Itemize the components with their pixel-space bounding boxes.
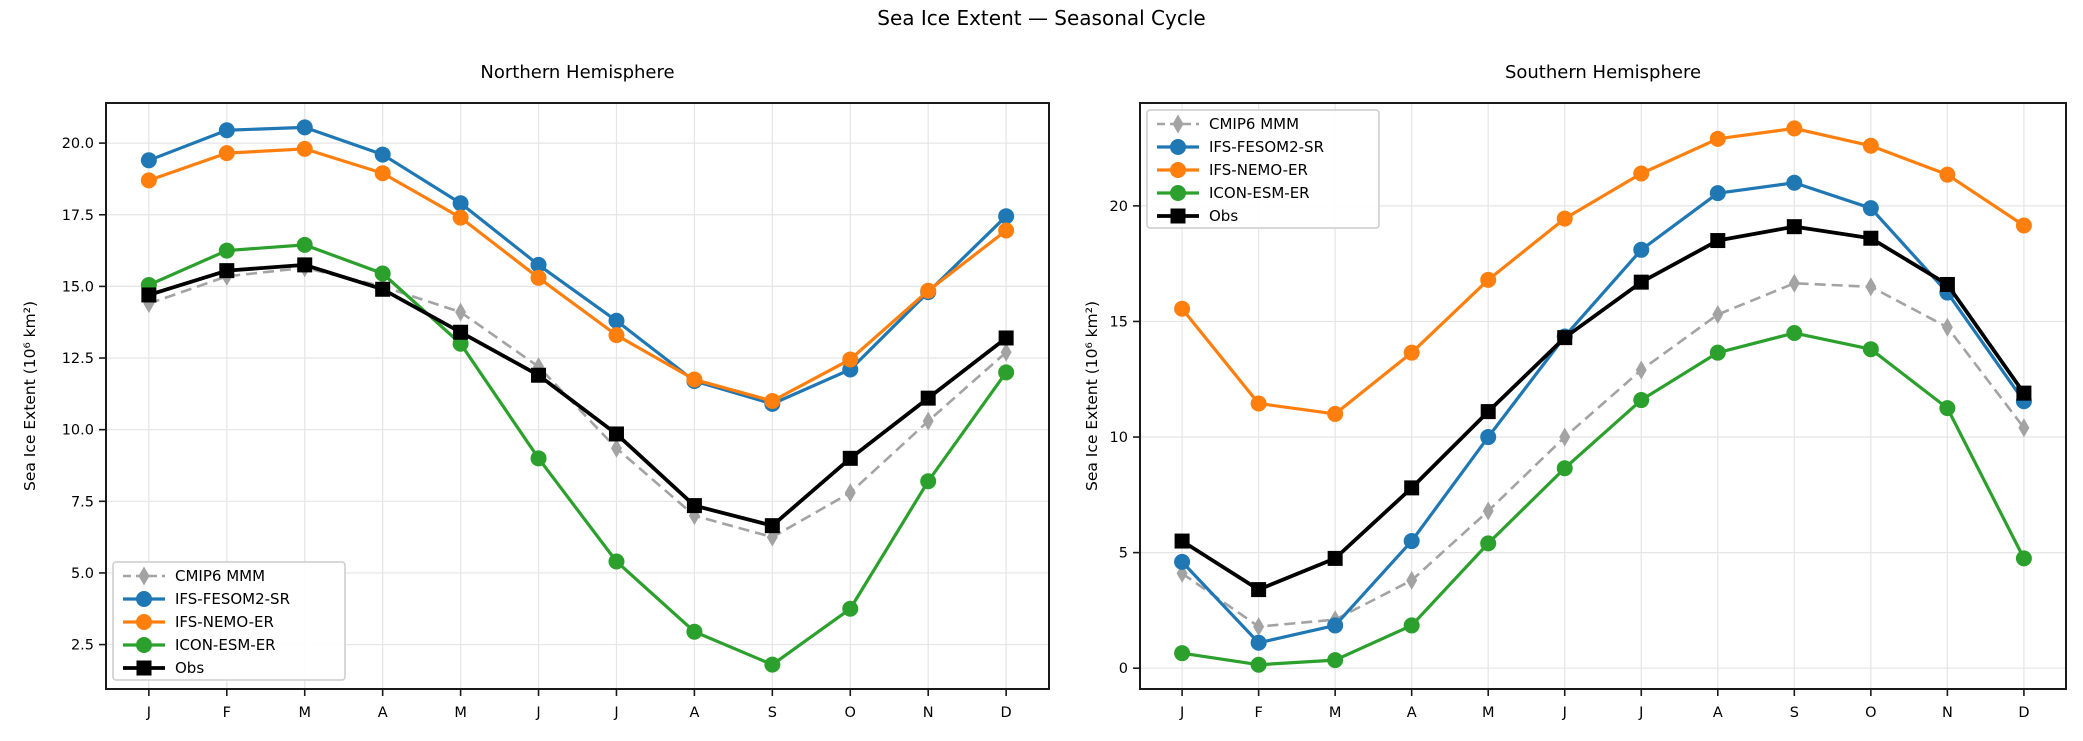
svg-text:IFS-NEMO-ER: IFS-NEMO-ER xyxy=(1209,161,1308,179)
northern-hemisphere-series-obs xyxy=(141,257,1014,534)
svg-text:J: J xyxy=(613,705,618,721)
svg-text:20: 20 xyxy=(1110,199,1128,215)
svg-text:Obs: Obs xyxy=(175,659,204,677)
svg-text:M: M xyxy=(298,705,311,721)
svg-text:CMIP6 MMM: CMIP6 MMM xyxy=(175,567,265,585)
svg-text:12.5: 12.5 xyxy=(62,351,94,367)
svg-text:10.0: 10.0 xyxy=(62,423,94,439)
svg-text:20.0: 20.0 xyxy=(62,136,94,152)
svg-text:A: A xyxy=(378,705,388,721)
svg-text:J: J xyxy=(146,705,151,721)
svg-text:IFS-NEMO-ER: IFS-NEMO-ER xyxy=(175,613,274,631)
northern-hemisphere-series-ifs-nemo-er xyxy=(140,140,1015,410)
svg-text:J: J xyxy=(1179,705,1184,721)
svg-text:17.5: 17.5 xyxy=(62,208,94,224)
svg-text:S: S xyxy=(768,705,777,721)
svg-text:F: F xyxy=(223,705,231,721)
svg-text:S: S xyxy=(1790,705,1799,721)
svg-text:15: 15 xyxy=(1110,314,1128,330)
svg-text:M: M xyxy=(1329,705,1342,721)
northern-hemisphere-legend-entry-ifs-nemo-er: IFS-NEMO-ER xyxy=(123,613,274,631)
svg-text:N: N xyxy=(1942,705,1953,721)
svg-text:5.0: 5.0 xyxy=(71,566,94,582)
svg-text:IFS-FESOM2-SR: IFS-FESOM2-SR xyxy=(175,590,290,608)
svg-text:7.5: 7.5 xyxy=(71,494,94,510)
svg-text:ICON-ESM-ER: ICON-ESM-ER xyxy=(175,636,276,654)
southern-hemisphere-grid xyxy=(1140,103,2066,689)
svg-text:J: J xyxy=(535,705,540,721)
northern-hemisphere-legend: CMIP6 MMM IFS-FESOM2-SR IFS-NEMO-ER ICON-ES… xyxy=(112,561,346,681)
svg-text:M: M xyxy=(454,705,467,721)
svg-text:2.5: 2.5 xyxy=(71,638,94,654)
northern-hemisphere-grid xyxy=(106,103,1049,689)
northern-hemisphere-tick-labels: J F M A M J J A S O N D 2.5 5.0 7.5 10.0 12.5 15.0 17.5 20.… xyxy=(62,136,1012,721)
svg-text:D: D xyxy=(2018,705,2029,721)
northern-hemisphere-legend-entry-obs: Obs xyxy=(123,659,204,677)
southern-hemisphere-legend-entry-ifs-fesom2-sr: IFS-FESOM2-SR xyxy=(1157,138,1324,156)
southern-hemisphere-spines xyxy=(1139,102,2067,690)
southern-hemisphere-series-icon-esm-er xyxy=(1174,325,2032,673)
northern-hemisphere-title: Northern Hemisphere xyxy=(480,62,675,83)
svg-text:O: O xyxy=(845,705,856,721)
northern-hemisphere-legend-entry-ifs-fesom2-sr: IFS-FESOM2-SR xyxy=(123,590,290,608)
southern-hemisphere-ticks xyxy=(1133,205,2025,696)
svg-text:A: A xyxy=(689,705,699,721)
svg-text:0: 0 xyxy=(1119,661,1128,677)
southern-hemisphere-series-ifs-nemo-er xyxy=(1174,120,2032,422)
svg-text:15.0: 15.0 xyxy=(62,279,94,295)
northern-hemisphere-legend-entry-cmip6-mmm: CMIP6 MMM xyxy=(123,566,265,586)
svg-text:IFS-FESOM2-SR: IFS-FESOM2-SR xyxy=(1209,138,1324,156)
southern-hemisphere-legend-entry-ifs-nemo-er: IFS-NEMO-ER xyxy=(1157,161,1308,179)
figure-title: Sea Ice Extent — Seasonal Cycle xyxy=(877,6,1206,30)
southern-hemisphere-legend-entry-icon-esm-er: ICON-ESM-ER xyxy=(1157,184,1310,202)
southern-hemisphere-title: Southern Hemisphere xyxy=(1504,62,1702,83)
svg-text:O: O xyxy=(1865,705,1876,721)
southern-hemisphere-legend-entry-cmip6-mmm: CMIP6 MMM xyxy=(1157,114,1299,134)
svg-text:Obs: Obs xyxy=(1209,207,1238,225)
svg-text:10: 10 xyxy=(1110,430,1128,446)
svg-text:F: F xyxy=(1254,705,1262,721)
svg-text:J: J xyxy=(1638,705,1643,721)
southern-hemisphere-series-cmip6-mmm xyxy=(1176,273,2030,637)
svg-text:5: 5 xyxy=(1119,546,1128,562)
northern-hemisphere-legend-entry-icon-esm-er: ICON-ESM-ER xyxy=(123,636,276,654)
svg-text:CMIP6 MMM: CMIP6 MMM xyxy=(1209,115,1299,133)
svg-text:M: M xyxy=(1482,705,1495,721)
northern-hemisphere-spines xyxy=(105,102,1050,690)
svg-text:A: A xyxy=(1407,705,1417,721)
southern-hemisphere-series-obs xyxy=(1174,219,2032,598)
southern-hemisphere-tick-labels: J F M A M J J A S O N D 0 5 10 15 20 xyxy=(1110,199,2030,721)
southern-hemisphere-legend-entry-obs: Obs xyxy=(1157,207,1238,225)
southern-hemisphere-series-ifs-fesom2-sr xyxy=(1174,174,2032,651)
svg-text:A: A xyxy=(1713,705,1723,721)
svg-text:D: D xyxy=(1001,705,1012,721)
southern-hemisphere-legend: CMIP6 MMM IFS-FESOM2-SR IFS-NEMO-ER ICON-ES… xyxy=(1146,109,1380,229)
svg-text:ICON-ESM-ER: ICON-ESM-ER xyxy=(1209,184,1310,202)
svg-text:J: J xyxy=(1562,705,1567,721)
svg-text:N: N xyxy=(923,705,934,721)
northern-hemisphere-ticks xyxy=(99,142,1007,696)
